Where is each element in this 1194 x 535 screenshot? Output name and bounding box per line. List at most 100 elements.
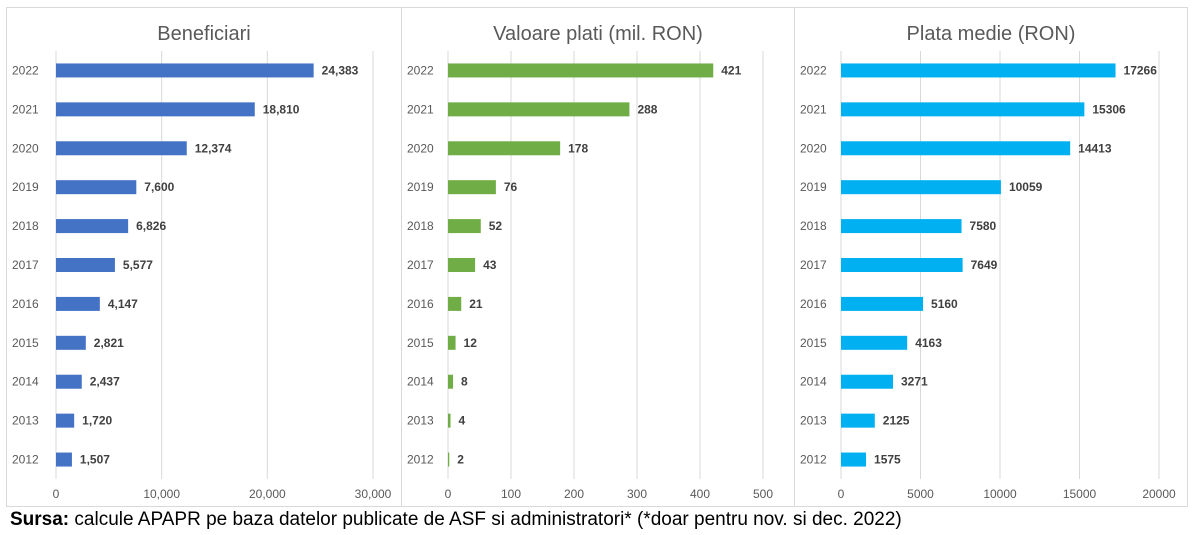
y-tick-label: 2013 <box>407 414 434 428</box>
bar-2019 <box>56 180 137 195</box>
y-tick-label: 2018 <box>407 219 434 233</box>
x-tick-label: 10000 <box>983 487 1017 501</box>
data-label: 52 <box>489 219 503 233</box>
data-label: 43 <box>483 258 497 272</box>
data-label: 1,507 <box>80 453 110 467</box>
y-tick-label: 2021 <box>12 102 39 116</box>
y-tick-label: 2019 <box>407 180 434 194</box>
bar-2014 <box>56 374 82 389</box>
data-label: 2,821 <box>94 336 124 350</box>
y-tick-label: 2012 <box>800 453 827 467</box>
bar-2014 <box>841 374 894 389</box>
chart-title: Plata medie (RON) <box>907 23 1076 45</box>
x-tick-label: 400 <box>690 487 710 501</box>
chart-plata-medie: Plata medie (RON) 0 5000 10000 15000 20000 201… <box>800 23 1176 501</box>
bar-2012 <box>56 452 72 467</box>
bar-2017 <box>448 258 476 272</box>
data-label: 4 <box>459 414 466 428</box>
y-tick-label: 2019 <box>12 180 39 194</box>
bar-2020 <box>56 141 187 156</box>
x-tick-label: 200 <box>564 487 584 501</box>
x-tick-label: 30,000 <box>355 487 392 501</box>
x-tick-label: 20,000 <box>249 487 286 501</box>
data-label: 7649 <box>971 258 998 272</box>
bar-2019 <box>841 180 1001 195</box>
bar-2018 <box>448 219 481 234</box>
data-label: 421 <box>721 63 741 77</box>
y-tick-label: 2016 <box>407 297 434 311</box>
y-tick-label: 2016 <box>800 297 827 311</box>
data-label: 288 <box>637 102 657 116</box>
chart-beneficiari: Beneficiari 0 10,000 20,000 30,000 2012 1,507 2… <box>12 23 392 501</box>
data-label: 17266 <box>1124 63 1158 77</box>
data-label: 15306 <box>1092 102 1126 116</box>
data-label: 2,437 <box>90 375 120 389</box>
y-tick-label: 2012 <box>407 453 434 467</box>
bar-2016 <box>56 296 100 311</box>
bar-2012 <box>841 452 867 467</box>
data-label: 5,577 <box>123 258 153 272</box>
data-label: 5160 <box>931 297 958 311</box>
data-label: 1575 <box>874 453 901 467</box>
data-label: 4,147 <box>108 297 138 311</box>
bar-2016 <box>841 296 924 311</box>
x-tick-label: 0 <box>838 487 845 501</box>
y-tick-label: 2016 <box>12 297 39 311</box>
x-tick-label: 15000 <box>1063 487 1097 501</box>
y-tick-label: 2013 <box>12 414 39 428</box>
y-tick-label: 2017 <box>800 258 827 272</box>
x-tick-label: 500 <box>753 487 773 501</box>
x-tick-label: 10,000 <box>143 487 180 501</box>
bar-2015 <box>56 335 86 350</box>
data-label: 12 <box>464 336 478 350</box>
x-tick-label: 0 <box>445 487 452 501</box>
y-tick-label: 2022 <box>800 63 827 77</box>
x-tick-label: 0 <box>53 487 60 501</box>
x-tick-label: 20000 <box>1142 487 1176 501</box>
x-tick-label: 300 <box>627 487 647 501</box>
x-tick-label: 5000 <box>907 487 934 501</box>
chart-valoare-plati: Valoare plati (mil. RON) 0 100 200 300 400 500… <box>407 23 773 501</box>
x-tick-label: 100 <box>501 487 521 501</box>
bar-2018 <box>56 219 129 234</box>
data-label: 24,383 <box>322 63 359 77</box>
bar-2013 <box>448 413 451 428</box>
bar-2021 <box>841 102 1085 117</box>
data-label: 21 <box>469 297 483 311</box>
y-tick-label: 2020 <box>800 141 827 155</box>
bar-2012 <box>448 452 450 467</box>
source-note: Sursa: calcule APAPR pe baza datelor pub… <box>10 509 902 531</box>
chart-title: Beneficiari <box>157 23 250 45</box>
bar-2018 <box>841 219 962 234</box>
data-label: 6,826 <box>136 219 166 233</box>
y-tick-label: 2017 <box>12 258 39 272</box>
y-tick-label: 2015 <box>800 336 827 350</box>
data-label: 7580 <box>970 219 997 233</box>
y-tick-label: 2014 <box>12 375 39 389</box>
bar-2022 <box>56 63 314 78</box>
y-tick-label: 2014 <box>407 375 434 389</box>
y-tick-label: 2014 <box>800 375 827 389</box>
bar-2020 <box>841 141 1071 156</box>
data-label: 2 <box>457 453 464 467</box>
y-tick-label: 2015 <box>407 336 434 350</box>
bar-2022 <box>448 63 714 78</box>
y-tick-label: 2013 <box>800 414 827 428</box>
bar-2014 <box>448 374 454 389</box>
data-label: 14413 <box>1078 141 1112 155</box>
data-label: 7,600 <box>144 180 174 194</box>
data-label: 2125 <box>883 414 910 428</box>
bar-2013 <box>56 413 75 428</box>
bar-2020 <box>448 141 561 156</box>
chart-panel-beneficiari: Beneficiari 0 10,000 20,000 30,000 2012 1,507 2… <box>6 7 402 507</box>
data-label: 76 <box>504 180 518 194</box>
bar-2021 <box>448 102 630 117</box>
y-tick-label: 2019 <box>800 180 827 194</box>
data-label: 10059 <box>1009 180 1043 194</box>
y-tick-label: 2015 <box>12 336 39 350</box>
bar-2013 <box>841 413 875 428</box>
y-tick-label: 2022 <box>407 63 434 77</box>
bar-2022 <box>841 63 1116 78</box>
source-text: calcule APAPR pe baza datelor publicate … <box>69 509 902 530</box>
y-tick-label: 2020 <box>407 141 434 155</box>
